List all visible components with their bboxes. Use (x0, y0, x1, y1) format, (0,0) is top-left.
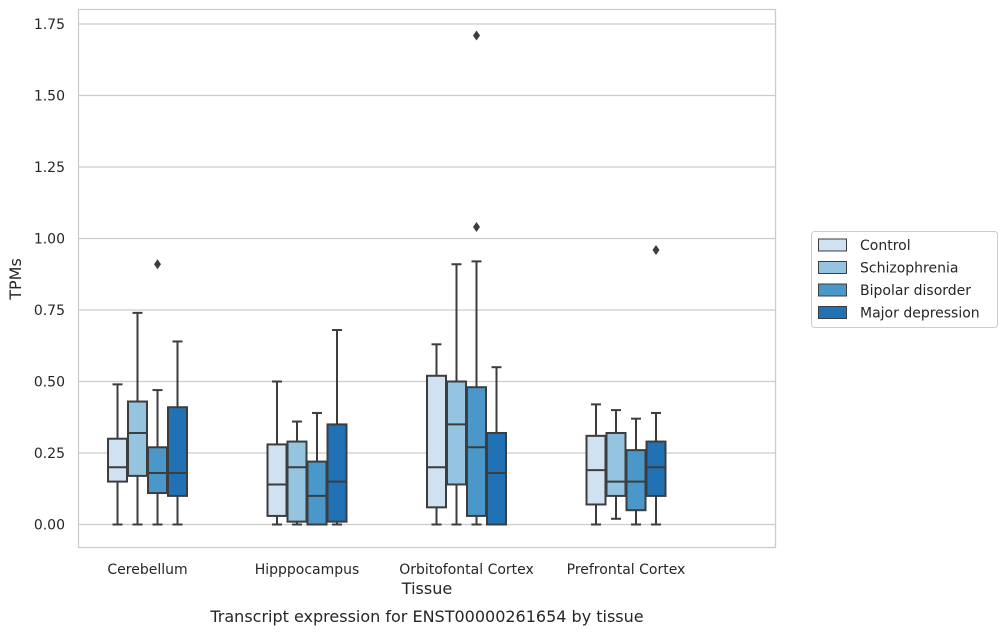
box-body (466, 386, 487, 517)
legend-item: Bipolar disorder (818, 283, 971, 299)
box-schizophrenia-3 (605, 409, 627, 520)
box-body (486, 431, 507, 526)
legend-item: Major depression (818, 306, 980, 322)
legend: Control Schizophrenia Bipolar disorder Majo… (811, 231, 998, 328)
x-tick-label: Cerebellum (107, 562, 187, 578)
box-bipolar-disorder-1 (306, 411, 328, 526)
box-major-depression-2 (486, 366, 507, 526)
legend-item: Control (818, 238, 911, 254)
x-tick-label: Orbitofontal Cortex (399, 562, 534, 578)
legend-frame (811, 231, 998, 328)
y-tick-label: 1.50 (34, 89, 65, 105)
box-body (167, 406, 188, 497)
outlier-point (473, 222, 480, 233)
y-tick-label: 1.75 (34, 17, 65, 33)
outlier-point (154, 259, 161, 270)
box-plots (107, 30, 667, 526)
box-body (286, 440, 308, 523)
box-bipolar-disorder-2 (466, 30, 487, 526)
box-body (107, 437, 128, 483)
outlier-point (652, 244, 660, 255)
box-control-1 (266, 380, 288, 526)
legend-label: Control (860, 238, 911, 254)
box-body (426, 374, 447, 509)
box-schizophrenia-1 (286, 420, 308, 526)
plot-frame (77, 8, 777, 549)
legend-label: Schizophrenia (860, 261, 958, 277)
box-body (306, 460, 328, 526)
y-tick-label: 1.00 (34, 232, 65, 248)
outlier-point (473, 30, 480, 41)
box-bipolar-disorder-0 (147, 259, 168, 526)
legend-label: Bipolar disorder (860, 283, 971, 299)
box-control-3 (585, 403, 607, 526)
legend-swatch (818, 283, 847, 297)
box-body (266, 443, 288, 517)
box-control-2 (426, 343, 447, 526)
box-schizophrenia-2 (446, 263, 467, 526)
x-tick-label: Hipppocampus (255, 562, 360, 578)
box-body (326, 423, 348, 523)
box-control-0 (107, 383, 128, 526)
box-major-depression-0 (167, 340, 188, 526)
box-schizophrenia-0 (127, 311, 148, 526)
box-body (127, 400, 148, 477)
x-axis-label: Tissue (401, 579, 452, 598)
box-body (605, 431, 627, 497)
legend-swatch (818, 306, 847, 319)
figure-caption: Transcript expression for ENST0000026165… (209, 607, 643, 626)
y-tick-label: 0.00 (34, 518, 65, 534)
box-body (645, 440, 667, 497)
y-tick-label: 0.75 (34, 303, 65, 319)
x-axis-ticks: Cerebellum Hipppocampus Orbitofontal Corte… (107, 562, 685, 578)
legend-item: Schizophrenia (818, 261, 958, 277)
y-tick-label: 0.25 (34, 446, 65, 462)
y-tick-label: 1.25 (34, 160, 65, 176)
box-body (446, 380, 467, 486)
y-tick-label: 0.50 (34, 375, 65, 391)
box-body (147, 446, 168, 495)
box-body (625, 449, 647, 512)
box-major-depression-3 (645, 244, 667, 526)
legend-label: Major depression (860, 306, 980, 322)
legend-swatch (818, 238, 847, 252)
y-axis-ticks: 0.00 0.25 0.50 0.75 1.00 1.25 1.50 1.75 (34, 17, 65, 534)
box-major-depression-1 (326, 329, 348, 526)
x-tick-label: Prefrontal Cortex (567, 562, 686, 578)
y-axis-label: TPMs (6, 258, 25, 301)
box-bipolar-disorder-3 (625, 417, 647, 526)
legend-swatch (818, 261, 847, 274)
